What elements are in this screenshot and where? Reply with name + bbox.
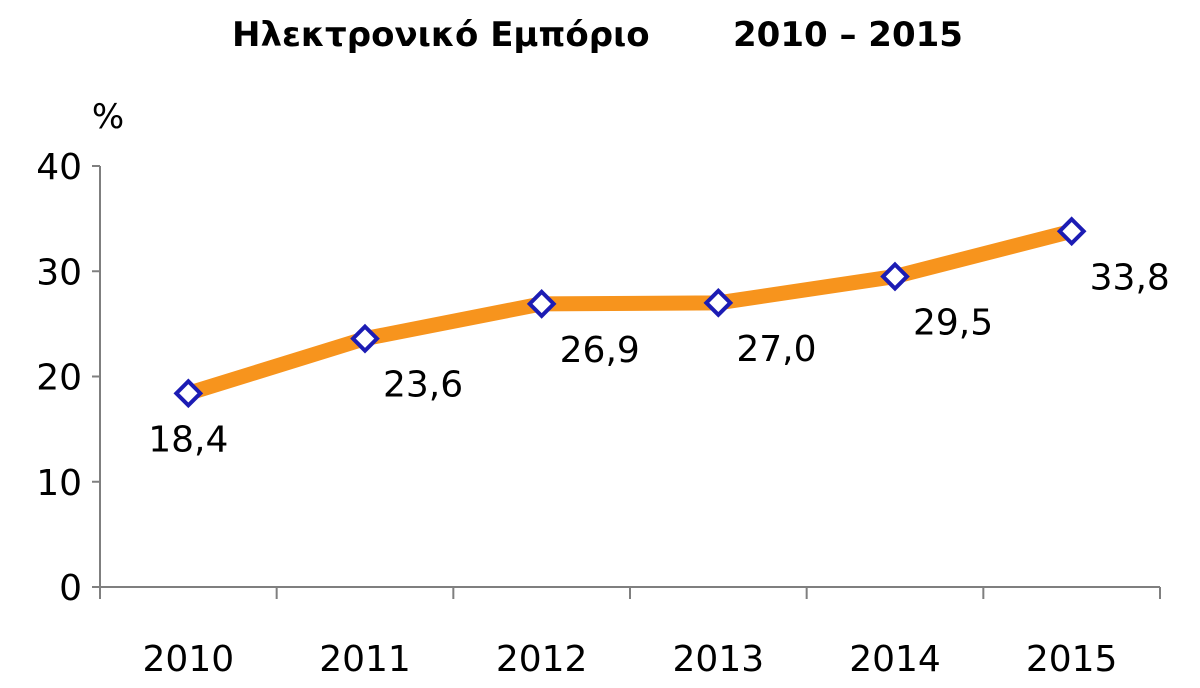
data-point-marker: [703, 287, 734, 318]
markers: [173, 216, 1087, 409]
x-tick-label: 2015: [1026, 639, 1118, 680]
data-value-label: 27,0: [736, 329, 816, 370]
y-axis-unit-label: %: [92, 97, 124, 137]
y-tick-label: 40: [36, 147, 82, 188]
y-tick-label: 0: [59, 568, 82, 609]
y-tick-label: 20: [36, 358, 82, 399]
series: [180, 223, 1080, 401]
y-tick-label: 10: [36, 463, 82, 504]
chart-title-years: 2010 – 2015: [733, 15, 963, 55]
data-point-marker: [1056, 216, 1087, 247]
data-value-label: 33,8: [1090, 257, 1170, 298]
data-value-label: 26,9: [560, 330, 640, 371]
x-tick-label: 2012: [496, 639, 588, 680]
chart-title-main: Ηλεκτρονικό Εμπόριο: [232, 15, 650, 55]
data-labels: 18,4 23,6 26,9 27,0 29,5 33,8: [148, 257, 1170, 460]
data-value-label: 18,4: [148, 419, 228, 460]
data-value-label: 23,6: [383, 365, 463, 406]
data-point-marker: [350, 323, 380, 354]
y-tick-label: 30: [36, 252, 82, 293]
x-tick-label: 2011: [319, 639, 411, 680]
x-tick-label: 2010: [143, 639, 235, 680]
y-ticks: 0 10 20 30 40: [36, 147, 100, 609]
data-point-marker: [526, 289, 557, 319]
data-value-label: 29,5: [913, 303, 993, 344]
x-ticks: 2010 2011 2012 2013 2014 2015: [99, 587, 1161, 680]
data-point-marker: [173, 378, 204, 409]
x-tick-label: 2014: [849, 639, 941, 680]
series-line: [180, 223, 1080, 401]
data-point-marker: [880, 261, 910, 292]
x-tick-label: 2013: [673, 639, 765, 680]
